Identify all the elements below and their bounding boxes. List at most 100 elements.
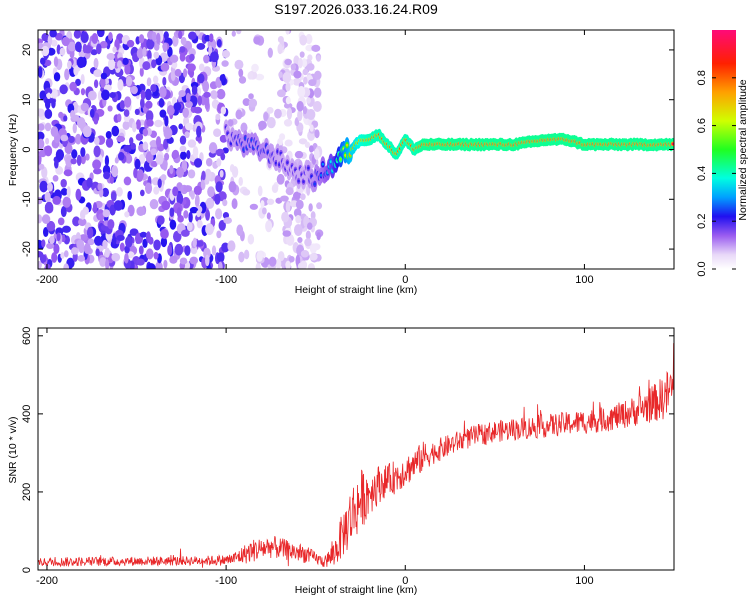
spectrogram-cell	[60, 187, 68, 196]
spectrogram-cell	[149, 198, 159, 210]
spectrogram-cell	[210, 90, 218, 99]
spectrogram-cell	[96, 43, 102, 55]
spectrogram-cell	[308, 79, 317, 87]
spectrogram-cell	[196, 42, 206, 50]
spectrogram-cell	[164, 115, 169, 127]
spectrogram-cell	[170, 69, 176, 82]
spectrogram-cell	[153, 51, 160, 59]
spectrogram-cell	[160, 236, 168, 248]
spectrogram-signal-track	[223, 119, 674, 193]
spectrogram-cell	[179, 52, 186, 62]
spectrogram-cell	[180, 36, 187, 46]
spectrogram-cell	[44, 108, 53, 120]
spectrogram-cell	[140, 97, 145, 109]
spectrogram-cell	[87, 90, 97, 101]
spectrogram-cell	[39, 254, 47, 263]
spectrogram-cell	[299, 51, 305, 58]
spectrogram-cell	[54, 32, 63, 41]
spectrogram-cell	[149, 140, 158, 148]
spectrogram-cell	[146, 263, 156, 269]
spectrogram-cell	[188, 48, 196, 57]
spectrogram-cell	[208, 142, 218, 154]
spectrogram-cell	[89, 108, 95, 118]
spectrogram-cell	[99, 76, 106, 89]
spectrogram-cell	[297, 262, 305, 269]
snr-x-tick-label: -200	[36, 575, 58, 587]
spectrogram-cell	[314, 70, 322, 80]
spectrogram-cell	[283, 118, 293, 127]
spectrogram-cell	[139, 231, 148, 238]
spectrogram-cell	[222, 212, 230, 219]
spectrogram-cell	[44, 87, 53, 95]
spectrogram-cell	[45, 137, 50, 145]
spectrogram-cell	[266, 117, 276, 129]
spectrogram-cell	[138, 153, 146, 165]
spectrogram-cell	[135, 119, 141, 130]
spectrogram-cell	[125, 76, 133, 87]
spectrogram-track-core	[229, 142, 233, 145]
spectrogram-cell	[160, 174, 167, 181]
spectrogram-cell	[172, 149, 180, 159]
spectrogram-cell	[302, 105, 308, 115]
spectrogram-cell	[82, 206, 89, 215]
spectrogram-cell	[169, 164, 174, 175]
spectrogram-cell	[140, 89, 146, 101]
spectrogram-cell	[145, 182, 153, 194]
spectrogram-cell	[127, 204, 135, 217]
spectrogram-cell	[155, 154, 164, 165]
spectrogram-cell	[61, 36, 70, 47]
snr-x-tick-label: -100	[215, 575, 237, 587]
spectrogram-cell	[63, 263, 70, 269]
spectrogram-cell	[296, 100, 304, 112]
spectrogram-cell	[109, 92, 116, 99]
spectrogram-cell	[56, 232, 61, 242]
spectrogram-y-tick-label: 0	[21, 146, 33, 152]
spectrogram-cell	[275, 258, 282, 269]
snr-y-tick-label: 400	[21, 405, 33, 423]
spectrogram-cell	[308, 203, 313, 212]
spectrogram-cell	[93, 69, 103, 78]
spectrogram-cell	[196, 219, 203, 229]
spectrogram-cell	[117, 79, 124, 91]
spectrogram-cell	[138, 34, 145, 44]
spectrogram-cell	[129, 228, 139, 236]
spectrogram-cell	[38, 163, 45, 170]
spectrogram-cell	[49, 235, 55, 245]
spectrogram-cell	[295, 199, 304, 210]
spectrogram-cell	[155, 136, 162, 148]
spectrogram-cell	[107, 58, 116, 71]
spectrogram-cell	[180, 151, 187, 160]
spectrogram-cell	[93, 118, 99, 125]
spectrogram-cell	[44, 201, 54, 214]
spectrogram-cell	[260, 200, 265, 208]
spectrogram-cell	[53, 243, 60, 254]
figure-title: S197.2026.033.16.24.R09	[274, 1, 438, 17]
spectrogram-cell	[136, 48, 144, 59]
spectrogram-cell	[285, 201, 291, 213]
spectrogram-cell	[134, 108, 140, 116]
spectrogram-cell	[167, 244, 173, 256]
spectrogram-cell	[316, 54, 321, 62]
spectrogram-cell	[95, 248, 100, 257]
spectrogram-cell	[278, 71, 283, 78]
spectrogram-cell	[160, 228, 169, 239]
spectrogram-cell	[158, 97, 165, 108]
spectrogram-cell	[124, 63, 131, 75]
spectrogram-cell	[51, 252, 58, 263]
spectrogram-cell	[102, 209, 111, 218]
spectrogram-cell	[80, 31, 89, 44]
spectrogram-cell	[80, 147, 86, 157]
spectrogram-cell	[228, 181, 237, 193]
spectrogram-track-core	[320, 173, 323, 177]
spectrogram-cell	[174, 68, 182, 77]
colorbar-tick-label: 0.8	[696, 70, 708, 85]
spectrogram-cell	[152, 160, 158, 168]
spectrogram-y-ticks: -20 -10 0 10 20	[21, 44, 674, 257]
spectrogram-cell	[154, 30, 164, 36]
spectrogram-cell	[187, 139, 197, 148]
spectrogram-cell	[309, 243, 317, 254]
spectrogram-cell	[38, 123, 45, 131]
spectrogram-cell	[73, 66, 79, 76]
spectrogram-cell	[298, 57, 303, 69]
